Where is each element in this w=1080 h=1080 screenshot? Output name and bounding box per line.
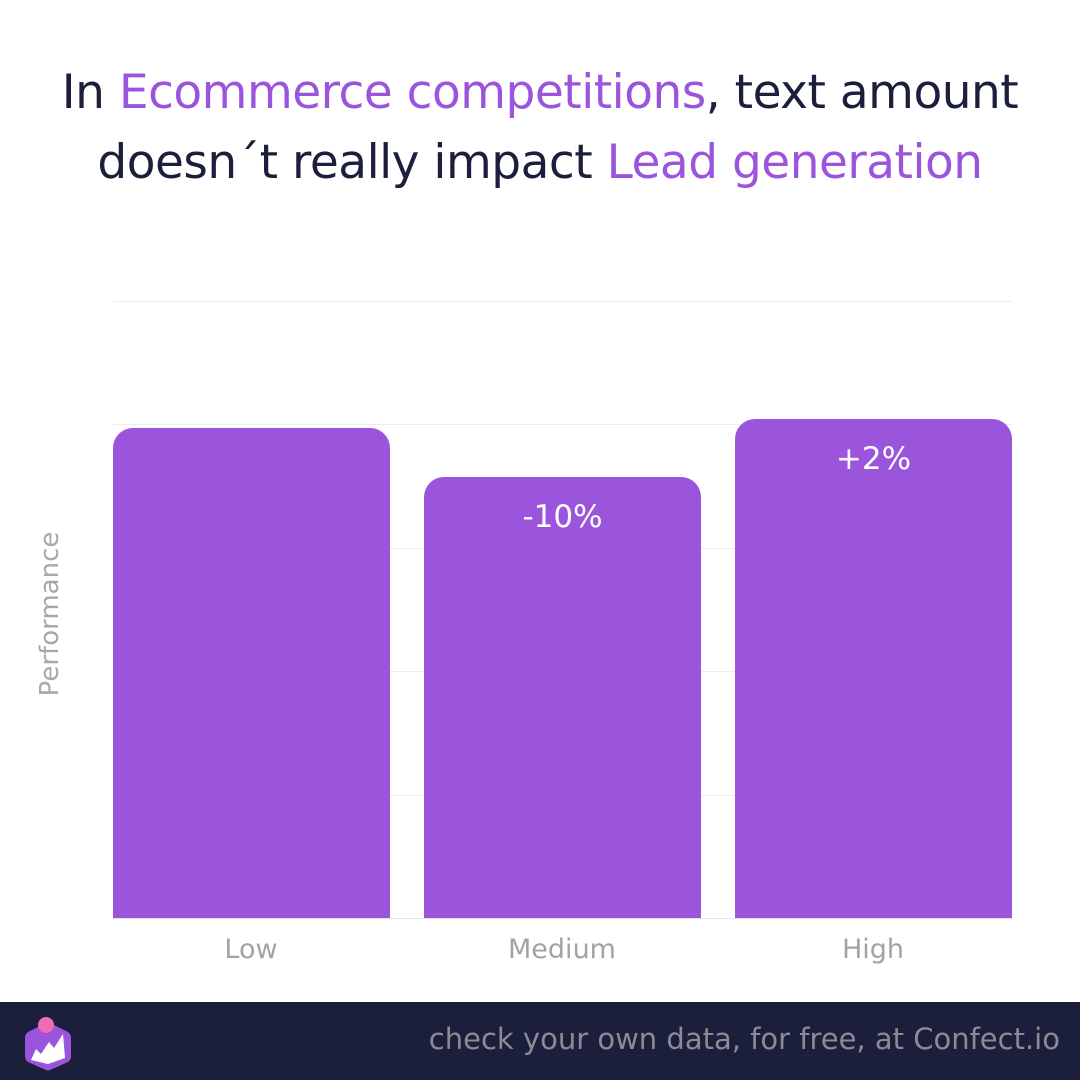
bar-high: +2% [735,419,1012,918]
title-segment: doesn´t really impact [97,135,607,190]
x-axis-baseline [113,918,1012,919]
bar-value-label: -10% [522,499,603,535]
gridline [113,301,1012,302]
bar-low [113,428,390,918]
chart-title: In Ecommerce competitions, text amount d… [0,58,1080,198]
footer-bar: check your own data, for free, at Confec… [0,1002,1080,1080]
bar-chart: -10% +2% Low Medium High Performance [35,301,1012,965]
title-segment: In [61,65,119,120]
bar-value-label: +2% [835,441,912,477]
x-tick-high: High [841,934,905,965]
x-tick-medium: Medium [508,934,616,965]
gridline [113,424,1012,425]
title-highlight-ecommerce: Ecommerce competitions [118,65,706,120]
title-line-1: In Ecommerce competitions, text amount [0,58,1080,128]
confect-logo-icon[interactable] [22,1014,74,1074]
x-tick-low: Low [224,934,278,965]
title-highlight-lead-generation: Lead generation [606,135,983,190]
bar-medium: -10% [424,477,701,918]
title-segment: , text amount [705,65,1019,120]
footer-cta-text: check your own data, for free, at Confec… [428,1022,1060,1056]
title-line-2: doesn´t really impact Lead generation [0,128,1080,198]
y-axis-label: Performance [35,531,65,697]
